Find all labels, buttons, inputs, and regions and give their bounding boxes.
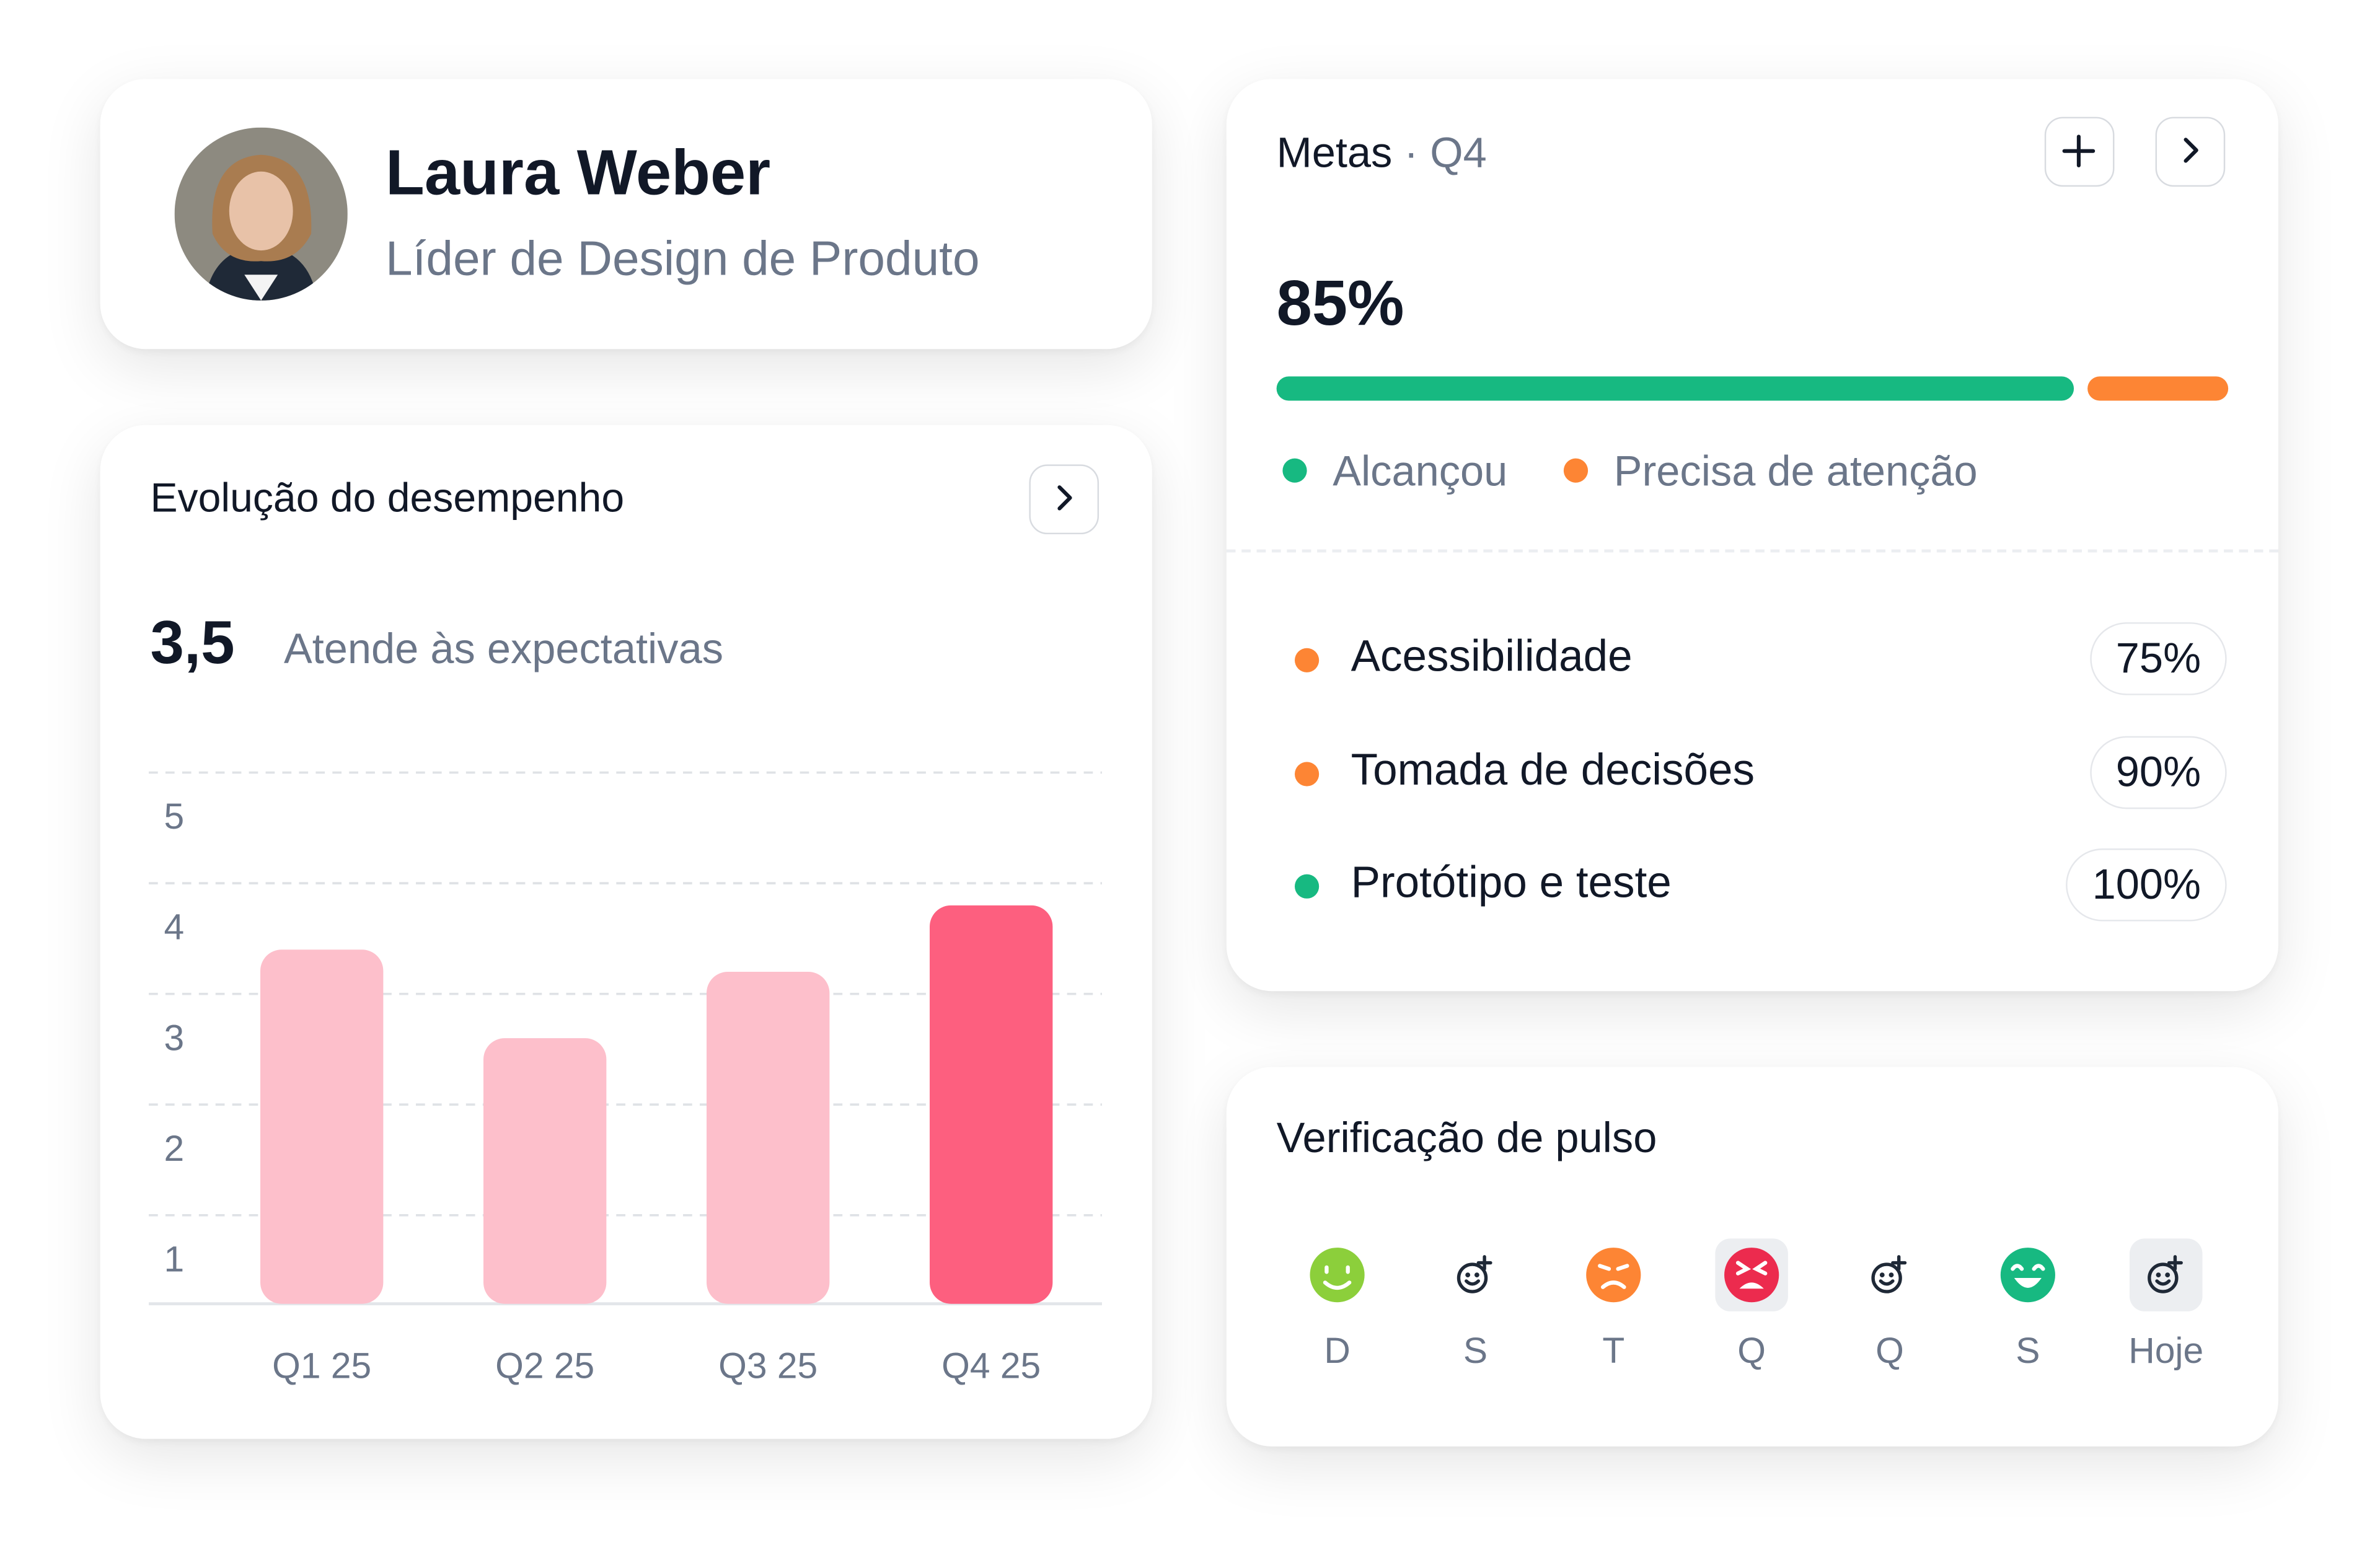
title: Metas [1276, 129, 1393, 177]
mood-icon [2148, 1262, 2179, 1293]
day-label[interactable]: Hoje [2128, 1331, 2203, 1371]
mood-icon [1735, 1261, 1768, 1275]
card-title: Evolução do desempenho [150, 475, 625, 521]
mood-icon [1879, 1272, 1885, 1278]
status-dot [1294, 761, 1320, 786]
day-label[interactable]: S [1463, 1331, 1488, 1371]
y-tick-label: 4 [164, 907, 184, 948]
mood-icon [1889, 1272, 1894, 1278]
goals-title: Metas · Q4 [1276, 129, 1487, 177]
progress-segment [2087, 376, 2229, 401]
avatar [174, 127, 348, 301]
role: Líder de Design de Produto [386, 231, 980, 286]
goal-name: Tomada de decisões [1351, 746, 1755, 795]
mood-icon [1323, 1265, 1352, 1290]
profile-card: Laura Weber Líder de Design de Produto [100, 79, 1152, 350]
y-tick-label: 1 [164, 1239, 184, 1279]
day-label[interactable]: T [1602, 1331, 1624, 1371]
mood-icon [1474, 1272, 1479, 1278]
open-button[interactable] [1029, 464, 1100, 535]
mood-icon [1598, 1264, 1629, 1289]
mood-icon [1871, 1262, 1902, 1293]
mood-icon [1586, 1248, 1641, 1303]
score: 3,5 [150, 610, 235, 677]
y-tick-label: 3 [164, 1018, 184, 1058]
mood-icon [2014, 1278, 2042, 1288]
mood-icon [2165, 1272, 2171, 1278]
bar-chart: 1 2 3 4 5 Q1 25 Q2 25 Q3 25 Q4 25 [149, 771, 1102, 1386]
divider [1226, 549, 2278, 553]
mood-icon [1465, 1272, 1471, 1278]
y-tick-label: 5 [164, 796, 184, 837]
goal-name: Protótipo e teste [1351, 859, 1672, 908]
mood-icon [1724, 1248, 1779, 1303]
bar [483, 1038, 607, 1304]
performance-card: Evolução do desempenho 3,5 Atende às exp… [100, 425, 1152, 1439]
bar [260, 949, 384, 1304]
legend-dot [1563, 458, 1589, 483]
progress-segment [1276, 376, 2074, 401]
mood-icon [1457, 1262, 1488, 1293]
legend-dot [1282, 458, 1307, 483]
day-label[interactable]: Q [1875, 1331, 1904, 1371]
open-button[interactable] [2155, 117, 2226, 187]
x-tick-label: Q4 25 [941, 1346, 1041, 1386]
mood-icon [1310, 1248, 1365, 1303]
x-tick-label: Q3 25 [718, 1346, 818, 1386]
mood-icon [1465, 1255, 1492, 1286]
pulse-card: Verificação de pulso D S T Q Q S Hoje [1226, 1067, 2278, 1447]
day-label[interactable]: S [2016, 1331, 2040, 1371]
pulse-days: D S T Q Q S Hoje [1310, 1238, 2203, 1371]
goal-value: 90% [2090, 735, 2227, 809]
goal-value: 75% [2090, 622, 2227, 695]
mood-icon [1739, 1282, 1764, 1289]
bar [707, 971, 830, 1304]
x-tick-label: Q1 25 [272, 1346, 371, 1386]
status-dot [1294, 648, 1320, 672]
day-label[interactable]: D [1324, 1331, 1350, 1371]
legend-label: Alcançou [1333, 447, 1507, 495]
score-label: Atende às expectativas [283, 625, 723, 672]
mood-icon [2000, 1248, 2055, 1303]
pulse-title: Verificação de pulso [1276, 1114, 1657, 1161]
mood-icon [2156, 1272, 2161, 1278]
mood-icon [2011, 1264, 2045, 1271]
legend-label: Precisa de atenção [1614, 447, 1978, 495]
progress: Alcançou Precisa de atenção [1276, 376, 2229, 495]
y-tick-label: 2 [164, 1129, 184, 1169]
bar [930, 905, 1053, 1304]
x-tick-label: Q2 25 [495, 1346, 594, 1386]
status-dot [1294, 874, 1320, 899]
goals-percent: 85% [1276, 267, 1404, 339]
period: Q4 [1430, 129, 1487, 177]
mood-icon [1879, 1255, 1907, 1286]
name: Laura Weber [386, 136, 771, 208]
add-button[interactable] [2044, 117, 2115, 187]
goal-value: 100% [2066, 848, 2227, 922]
mood-icon [2155, 1255, 2183, 1286]
goal-name: Acessibilidade [1351, 633, 1633, 682]
goals-card: Metas · Q4 85% Alcançou Precisa de atençã… [1226, 79, 2278, 992]
day-label[interactable]: Q [1737, 1331, 1766, 1371]
